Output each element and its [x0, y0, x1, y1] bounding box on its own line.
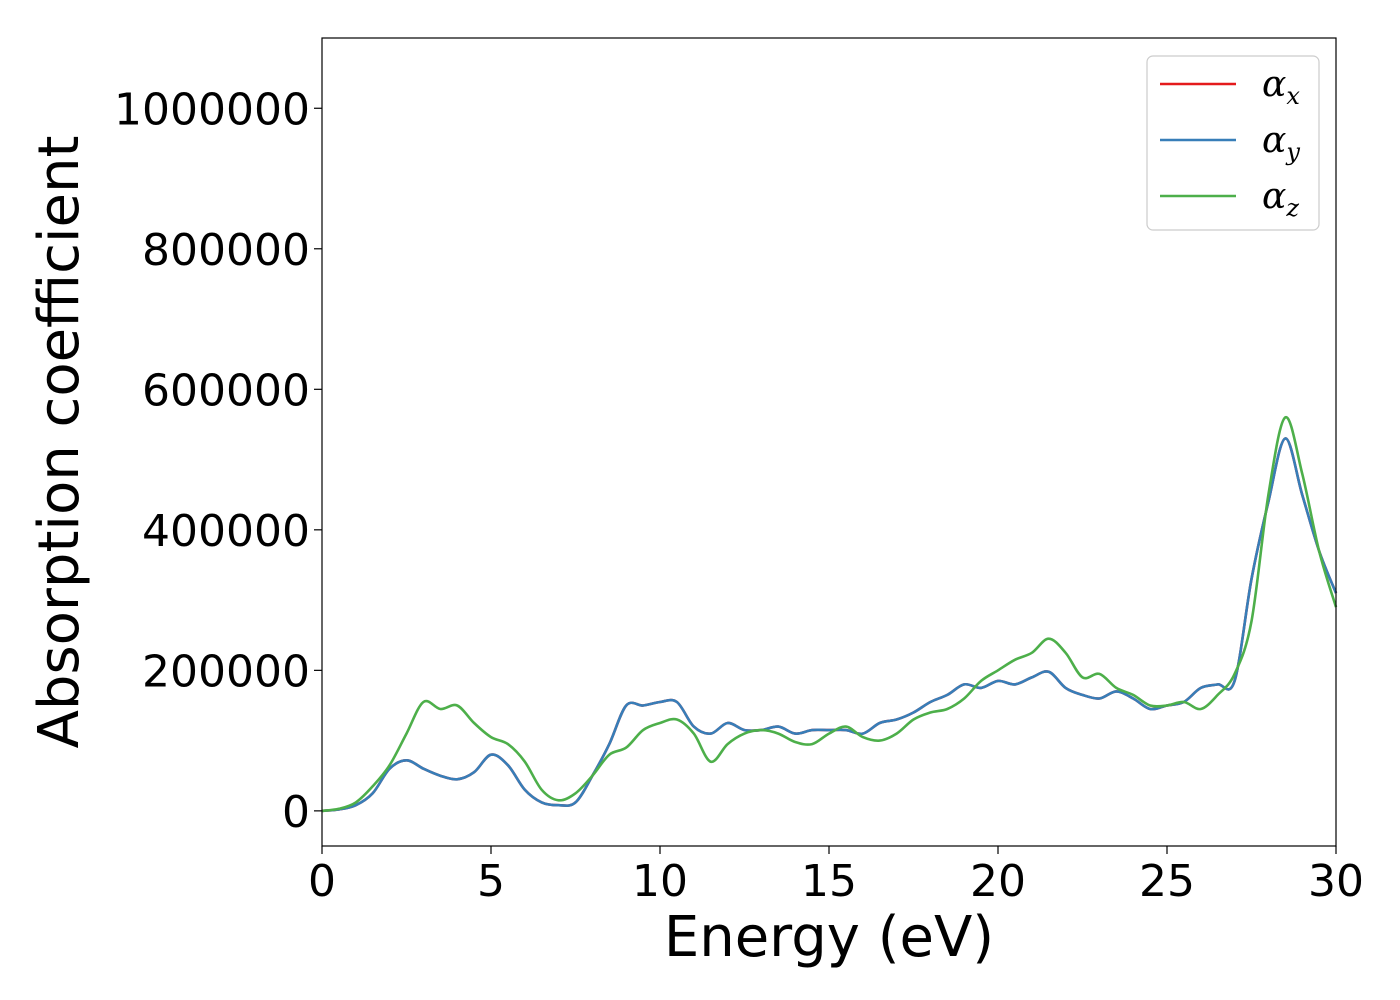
- y-tick-label: 600000: [142, 365, 310, 416]
- y-tick-label: 400000: [142, 506, 310, 557]
- x-tick-label: 5: [477, 856, 505, 907]
- x-tick-label: 0: [308, 856, 336, 907]
- series-line-alpha-y: [321, 437, 1338, 813]
- x-axis-title: Energy (eV): [664, 905, 994, 970]
- x-tick-label: 10: [632, 856, 688, 907]
- legend-subscript: z: [1285, 194, 1299, 222]
- x-tick-label: 30: [1308, 856, 1364, 907]
- y-tick-label: 1000000: [114, 84, 310, 135]
- x-tick-label: 15: [801, 856, 857, 907]
- legend-subscript: x: [1286, 82, 1300, 110]
- y-tick-label: 800000: [142, 225, 310, 276]
- y-axis-title: Absorption coefficient: [27, 136, 92, 749]
- x-tick-label: 25: [1139, 856, 1195, 907]
- x-axis: 0 5 10 15 20 25 30: [308, 846, 1364, 907]
- legend-label-alpha-z: αz: [1262, 176, 1299, 222]
- series-line-alpha-z: [321, 416, 1338, 813]
- legend-frame: [1146, 55, 1320, 231]
- y-tick-label: 200000: [142, 646, 310, 697]
- series-line-alpha-x: [321, 437, 1338, 813]
- series-lines: [321, 416, 1338, 813]
- legend-subscript: y: [1285, 138, 1300, 166]
- x-tick-label: 20: [970, 856, 1026, 907]
- y-axis: 0 200000 400000 600000 800000 1000000: [114, 84, 322, 838]
- y-tick-label: 0: [282, 787, 310, 838]
